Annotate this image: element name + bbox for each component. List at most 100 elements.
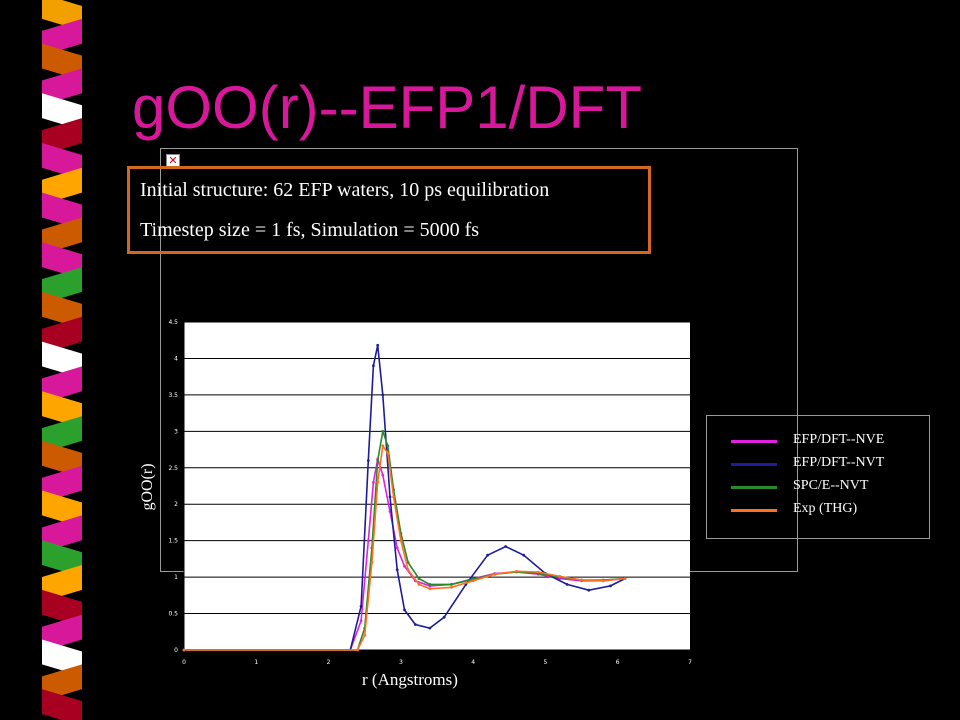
slide-title: gOO(r)--EFP1/DFT <box>132 74 642 141</box>
data-point <box>356 648 359 652</box>
data-point <box>565 583 569 586</box>
stripe-segment <box>42 93 82 131</box>
info-line-structure: Initial structure: 62 EFP waters, 10 ps … <box>140 179 550 201</box>
data-point <box>580 578 583 582</box>
data-point <box>376 459 380 462</box>
x-tick-label: 0 <box>182 659 186 666</box>
data-point <box>392 495 395 499</box>
stripe-segment <box>42 565 82 602</box>
data-point <box>601 579 605 583</box>
data-point <box>403 608 406 612</box>
legend-label: EFP/DFT--NVT <box>793 455 885 470</box>
legend-item: EFP/DFT--NVE <box>731 432 921 452</box>
data-point <box>403 564 406 568</box>
data-point <box>493 572 497 576</box>
data-point <box>442 615 446 619</box>
data-point <box>372 481 375 484</box>
x-tick-label: 1 <box>254 659 258 666</box>
data-point <box>558 575 562 578</box>
stripe-segment <box>42 440 82 478</box>
y-tick-label: 3 <box>174 428 178 435</box>
data-point <box>609 584 612 588</box>
stripe-segment <box>42 217 82 255</box>
legend-swatch <box>731 486 777 489</box>
data-point <box>366 539 370 543</box>
data-point <box>406 568 410 572</box>
stripe-segment <box>42 118 82 155</box>
x-axis-label: r (Angstroms) <box>362 670 458 689</box>
data-point <box>399 539 403 543</box>
stripe-segment <box>42 490 82 528</box>
stripe-segment <box>42 515 82 553</box>
stripe-segment <box>42 639 82 677</box>
data-point <box>376 343 380 347</box>
stripe-segment <box>42 242 82 280</box>
x-tick-label: 4 <box>471 659 475 666</box>
stripe-segment <box>42 192 82 230</box>
legend-item: EFP/DFT--NVT <box>731 455 921 475</box>
y-tick-label: 0 <box>174 647 178 654</box>
stripe-segment <box>42 341 82 379</box>
legend-swatch <box>731 463 777 466</box>
stripe-segment <box>42 18 82 56</box>
data-point <box>450 585 453 589</box>
x-tick-label: 7 <box>688 659 692 666</box>
y-tick-label: 1 <box>174 574 178 581</box>
legend-label: EFP/DFT--NVE <box>793 432 885 447</box>
legend-label: Exp (THG) <box>793 501 858 516</box>
stripe-segment <box>42 614 82 652</box>
data-point <box>486 553 489 557</box>
data-point <box>413 623 417 626</box>
data-point <box>428 626 432 630</box>
data-point <box>417 577 421 580</box>
stripe-segment <box>42 142 82 180</box>
data-point <box>182 648 186 652</box>
data-point <box>386 451 390 455</box>
data-point <box>587 588 591 592</box>
stripe-segment <box>42 664 82 702</box>
y-tick-label: 4 <box>174 355 178 362</box>
y-tick-label: 2 <box>174 501 178 508</box>
data-point <box>386 444 390 448</box>
stripe-segment <box>42 416 82 453</box>
stripe-segment <box>42 68 82 106</box>
info-box: Initial structure: 62 EFP waters, 10 ps … <box>127 166 651 254</box>
data-point <box>515 569 518 573</box>
y-tick-label: 1.5 <box>168 538 178 545</box>
data-point <box>359 619 363 623</box>
y-tick-label: 3.5 <box>168 392 178 399</box>
data-point <box>388 495 392 499</box>
stripe-segment <box>42 43 82 81</box>
stripe-segment <box>42 267 82 304</box>
stripe-segment <box>42 391 82 429</box>
x-tick-label: 5 <box>544 659 548 666</box>
data-point <box>417 583 421 586</box>
stripe-segment <box>42 366 82 404</box>
chart-legend: EFP/DFT--NVE EFP/DFT--NVT SPC/E--NVT Exp (T… <box>706 415 930 539</box>
data-point <box>450 583 453 586</box>
y-tick-label: 0.5 <box>168 611 178 618</box>
legend-swatch <box>731 509 777 512</box>
data-point <box>406 561 410 564</box>
data-point <box>363 634 367 637</box>
y-axis-label: gOO(r) <box>139 463 156 511</box>
data-point <box>428 587 432 591</box>
data-point <box>370 561 374 564</box>
legend-item: SPC/E--NVT <box>731 478 921 498</box>
data-point <box>381 429 385 433</box>
data-point <box>376 481 380 484</box>
x-tick-label: 2 <box>327 659 331 666</box>
data-point <box>504 545 508 548</box>
data-point <box>381 473 385 477</box>
stripe-segment <box>42 316 82 354</box>
stripe-segment <box>42 465 82 503</box>
data-point <box>366 459 370 462</box>
y-tick-label: 2.5 <box>168 465 178 472</box>
data-point <box>395 568 399 572</box>
plot-area <box>184 322 690 650</box>
data-point <box>623 577 627 580</box>
data-point <box>471 579 475 583</box>
stripe-segment <box>42 167 82 205</box>
data-point <box>372 364 375 368</box>
